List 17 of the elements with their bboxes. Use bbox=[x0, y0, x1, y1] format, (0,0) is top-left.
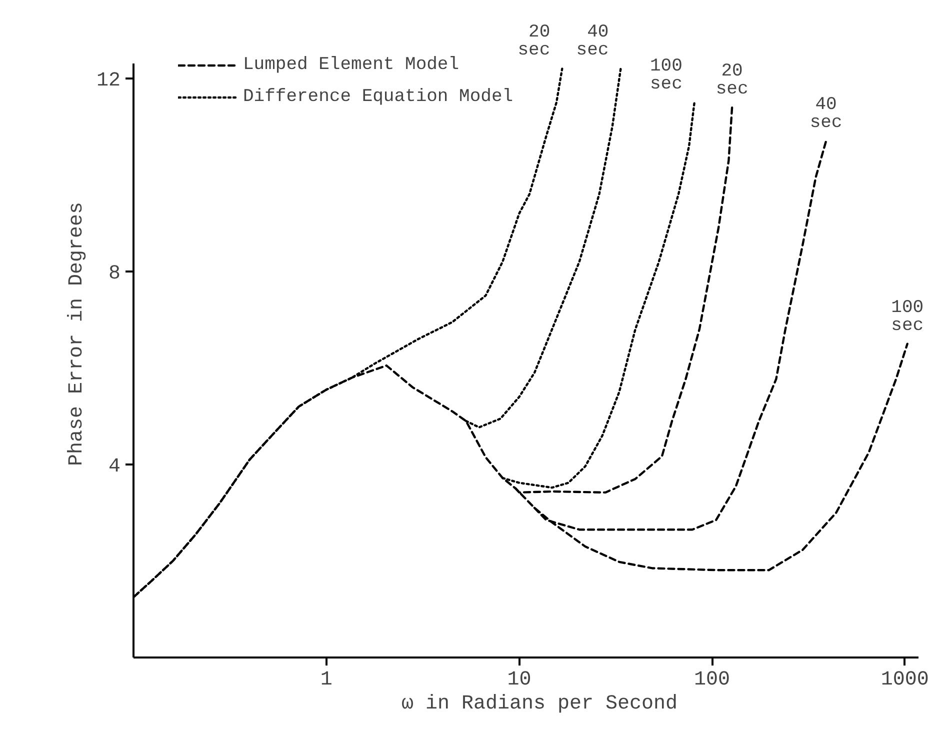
annotation: 100 sec bbox=[891, 298, 924, 336]
y-tick-label: 4 bbox=[108, 455, 121, 478]
annotation: 20 sec bbox=[716, 61, 748, 100]
y-tick-label: 8 bbox=[108, 262, 121, 286]
text: 40 sec bbox=[576, 22, 609, 61]
legend-label: Difference Equation Model bbox=[243, 87, 514, 107]
y-axis-title: Phase Error in Degrees bbox=[65, 202, 88, 466]
legend-label: Lumped Element Model bbox=[243, 55, 460, 75]
x-tick-label: 1000 bbox=[880, 668, 929, 692]
annotation: 100 sec bbox=[650, 56, 682, 95]
x-tick-label: 1 bbox=[320, 668, 332, 692]
annotation: 40 sec bbox=[810, 95, 842, 134]
x-tick-label: 100 bbox=[694, 668, 730, 692]
text: 20 sec bbox=[518, 22, 550, 61]
x-axis-title: ω in Radians per Second bbox=[401, 692, 678, 716]
x-tick-label: 10 bbox=[507, 668, 532, 692]
y-tick-label: 12 bbox=[96, 69, 121, 92]
